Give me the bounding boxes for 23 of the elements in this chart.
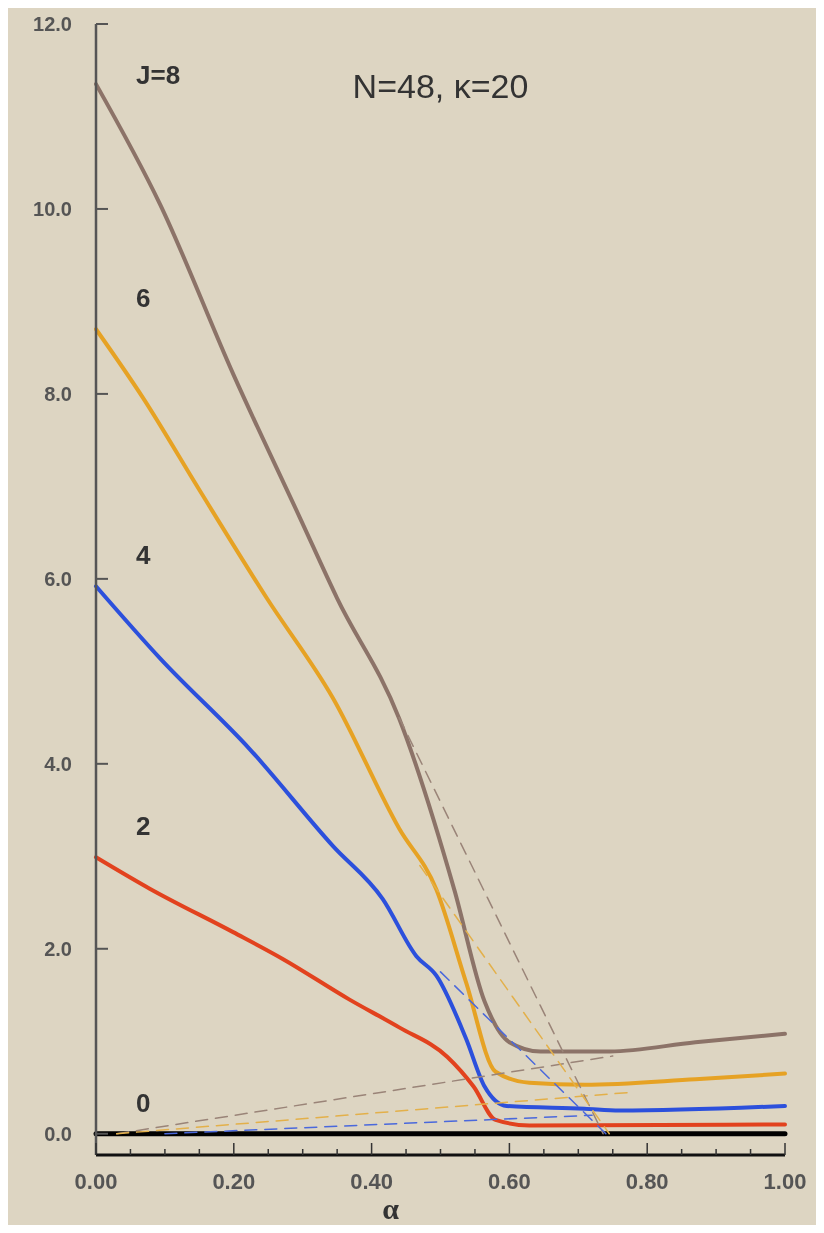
y-tick-label: 0.0 [44, 1122, 72, 1145]
line-series [94, 327, 787, 1087]
y-tick-label: 4.0 [44, 752, 72, 775]
y-tick-label: 2.0 [44, 937, 72, 960]
x-tick-label: 0.60 [487, 1169, 531, 1194]
series-label: 0 [136, 1087, 151, 1118]
series-label: 2 [136, 811, 151, 842]
x-tick-label: 0.80 [625, 1169, 669, 1194]
y-tick-label: 8.0 [44, 382, 72, 405]
x-tick-label: 1.00 [763, 1169, 807, 1194]
line-series [94, 855, 787, 1128]
y-tick-label: 12.0 [33, 13, 72, 35]
series-label: 6 [136, 283, 151, 314]
y-tick-label: 6.0 [44, 567, 72, 590]
line-series [94, 584, 787, 1113]
annotation: N=48, κ=20 [352, 66, 529, 105]
x-tick-label: 0.20 [212, 1169, 256, 1194]
x-tick-label: 0.00 [74, 1169, 118, 1194]
x-axis-title: α [382, 1192, 400, 1225]
y-tick-label: 10.0 [33, 197, 72, 220]
x-tick-label: 0.40 [350, 1169, 394, 1194]
series-label: J=8 [136, 60, 181, 91]
series-label: 4 [136, 540, 151, 571]
